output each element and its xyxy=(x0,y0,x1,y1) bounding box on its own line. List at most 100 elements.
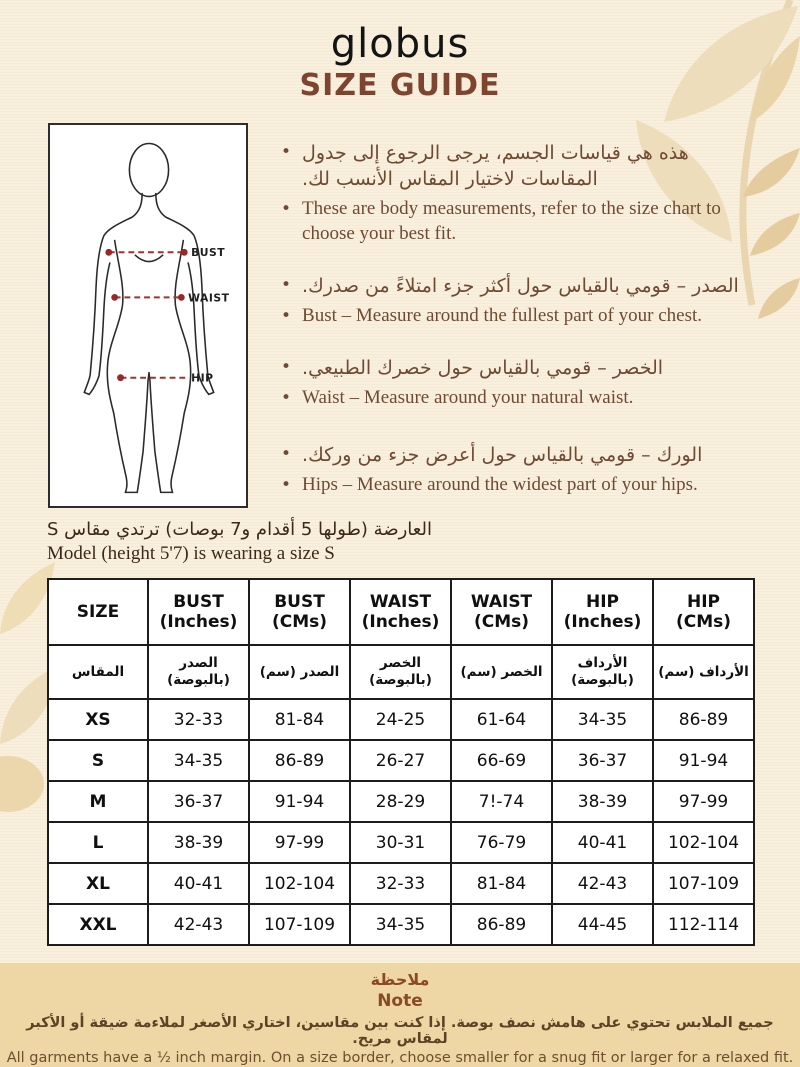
col-header-hip-in: HIP (Inches) xyxy=(551,578,654,646)
cell: 107-109 xyxy=(652,862,755,905)
instruction-text-ar: الصدر – قومي بالقياس حول أكثر جزء امتلاء… xyxy=(302,274,739,297)
brand-logo: globus xyxy=(330,21,470,67)
cell: 40-41 xyxy=(551,821,654,864)
instruction-item: • الورك – قومي بالقياس حول أعرض جزء من و… xyxy=(281,442,759,468)
figure-right-arm xyxy=(155,192,215,396)
size-cell: XS xyxy=(47,698,149,741)
note-heading-en: Note xyxy=(377,990,423,1011)
instruction-group-bust: • الصدر – قومي بالقياس حول أكثر جزء امتل… xyxy=(281,273,759,329)
cell: 42-43 xyxy=(551,862,654,905)
cell: 66-69 xyxy=(450,739,553,782)
waist-dot-left xyxy=(111,293,119,301)
col-header-size: SIZE xyxy=(47,578,149,646)
body-figure-svg: BUST WAIST HIP xyxy=(83,142,229,494)
col-header-ar-bust-cm: الصدر (سم) xyxy=(248,644,351,700)
col-header-ar-waist-cm: الخصر (سم) xyxy=(450,644,553,700)
col-header-bust-in: BUST (Inches) xyxy=(147,578,250,646)
figure-right-side xyxy=(148,239,192,494)
cell: 86-89 xyxy=(248,739,351,782)
cell: 30-31 xyxy=(349,821,452,864)
figure-head xyxy=(128,142,170,198)
cell: 36-37 xyxy=(551,739,654,782)
size-cell: S xyxy=(47,739,149,782)
instruction-text-en: Hips – Measure around the widest part of… xyxy=(302,473,698,495)
cell: 34-35 xyxy=(147,739,250,782)
bust-dot-left xyxy=(105,248,113,256)
bullet-icon: • xyxy=(281,387,292,408)
cell: 26-27 xyxy=(349,739,452,782)
note-text-ar: جميع الملابس تحتوي على هامش نصف بوصة. إذ… xyxy=(26,1015,774,1048)
col-header-ar-hip-in: الأرداف (بالبوصة) xyxy=(551,644,654,700)
cell: 7!-74 xyxy=(450,780,553,823)
col-header-ar-bust-in: الصدر (بالبوصة) xyxy=(147,644,250,700)
size-cell: XL xyxy=(47,862,149,905)
cell: 38-39 xyxy=(551,780,654,823)
cell: 44-45 xyxy=(551,903,654,946)
cell: 61-64 xyxy=(450,698,553,741)
size-table: SIZE BUST (Inches) BUST (CMs) WAIST (Inches… xyxy=(47,578,755,946)
col-header-bust-cm: BUST (CMs) xyxy=(248,578,351,646)
col-header-ar-waist-in: الخصر (بالبوصة) xyxy=(349,644,452,700)
table-row: XXL 42-43 107-109 34-35 86-89 44-45 112-… xyxy=(47,903,755,946)
note-text-en: All garments have a ½ inch margin. On a … xyxy=(6,1050,794,1067)
col-header-waist-in: WAIST (Inches) xyxy=(349,578,452,646)
cell: 34-35 xyxy=(349,903,452,946)
hip-label: HIP xyxy=(191,372,213,385)
instruction-item: • الصدر – قومي بالقياس حول أكثر جزء امتل… xyxy=(281,273,759,299)
bullet-icon: • xyxy=(281,443,292,464)
hip-dot-left xyxy=(117,374,124,382)
instruction-text-en: Waist – Measure around your natural wais… xyxy=(302,386,634,408)
page-title: SIZE GUIDE xyxy=(299,68,501,103)
figure-box: BUST WAIST HIP xyxy=(48,123,248,508)
size-cell: L xyxy=(47,821,149,864)
cell: 81-84 xyxy=(450,862,553,905)
cell: 24-25 xyxy=(349,698,452,741)
cell: 97-99 xyxy=(652,780,755,823)
table-row: S 34-35 86-89 26-27 66-69 36-37 91-94 xyxy=(47,739,755,782)
instruction-item: • These are body measurements, refer to … xyxy=(281,197,759,246)
cell: 97-99 xyxy=(248,821,351,864)
cell: 86-89 xyxy=(652,698,755,741)
bullet-icon: • xyxy=(281,306,292,327)
col-header-hip-cm: HIP (CMs) xyxy=(652,578,755,646)
col-header-waist-cm: WAIST (CMs) xyxy=(450,578,553,646)
table-header-row-en: SIZE BUST (Inches) BUST (CMs) WAIST (Inches… xyxy=(47,578,755,646)
cell: 40-41 xyxy=(147,862,250,905)
table-row: XS 32-33 81-84 24-25 61-64 34-35 86-89 xyxy=(47,698,755,741)
col-header-ar-hip-cm: الأرداف (سم) xyxy=(652,644,755,700)
instruction-item: • Hips – Measure around the widest part … xyxy=(281,473,759,498)
bullet-icon: • xyxy=(281,142,292,162)
table-row: L 38-39 97-99 30-31 76-79 40-41 102-104 xyxy=(47,821,755,864)
instruction-group-hip: • الورك – قومي بالقياس حول أعرض جزء من و… xyxy=(281,442,759,498)
model-info-en: Model (height 5'7) is wearing a size S xyxy=(47,543,335,565)
note-section: ملاحظة Note جميع الملابس تحتوي على هامش … xyxy=(0,963,800,1067)
cell: 38-39 xyxy=(147,821,250,864)
instruction-item: • الخصر – قومي بالقياس حول خصرك الطبيعي. xyxy=(281,355,759,381)
model-info-ar: العارضة (طولها 5 أقدام و7 بوصات) ترتدي م… xyxy=(47,519,432,540)
instruction-text-ar: الخصر – قومي بالقياس حول خصرك الطبيعي. xyxy=(302,356,664,379)
size-cell: M xyxy=(47,780,149,823)
cell: 102-104 xyxy=(652,821,755,864)
bullet-icon: • xyxy=(281,474,292,495)
cell: 91-94 xyxy=(652,739,755,782)
instruction-item: • Bust – Measure around the fullest part… xyxy=(281,304,759,329)
instruction-group-overview: • هذه هي قياسات الجسم، يرجى الرجوع إلى ج… xyxy=(281,140,759,247)
instruction-item: • هذه هي قياسات الجسم، يرجى الرجوع إلى ج… xyxy=(281,140,759,192)
table-header-row-ar: المقاس الصدر (بالبوصة) الصدر (سم) الخصر (ب… xyxy=(47,644,755,700)
cell: 81-84 xyxy=(248,698,351,741)
cell: 102-104 xyxy=(248,862,351,905)
bullet-icon: • xyxy=(281,356,292,377)
cell: 32-33 xyxy=(349,862,452,905)
bullet-icon: • xyxy=(281,199,292,220)
waist-label: WAIST xyxy=(188,291,229,304)
cell: 112-114 xyxy=(652,903,755,946)
cell: 42-43 xyxy=(147,903,250,946)
bust-dot-right xyxy=(180,248,188,256)
cell: 107-109 xyxy=(248,903,351,946)
cell: 28-29 xyxy=(349,780,452,823)
col-header-ar-size: المقاس xyxy=(47,644,149,700)
note-heading-ar: ملاحظة xyxy=(370,970,430,989)
cell: 34-35 xyxy=(551,698,654,741)
cell: 32-33 xyxy=(147,698,250,741)
